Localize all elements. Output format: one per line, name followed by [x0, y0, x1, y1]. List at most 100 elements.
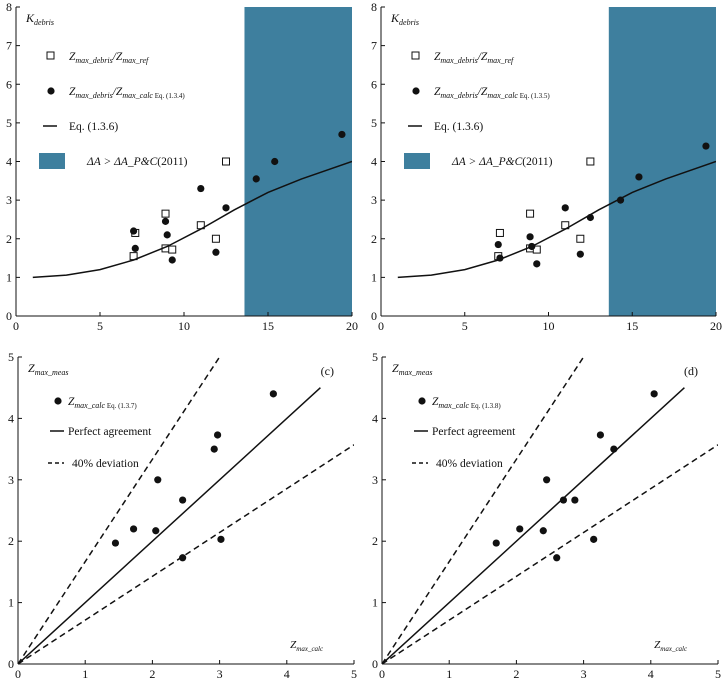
y-tick-label: 5 [371, 116, 377, 130]
data-point-circle [543, 476, 551, 484]
x-tick-label: 5 [97, 319, 103, 333]
panel-d: 0 1 2 3 4 5 0 1 2 3 4 5 Zmax_meas Zmax_calc (d) Zmax_ca… [372, 350, 721, 681]
x-tick-label: 3 [217, 667, 223, 681]
x-tick-label: 0 [378, 319, 384, 333]
panel-a: 0 5 10 15 20 0 1 2 3 4 5 6 7 8 Kdebris Zmax_debris/Zmax… [6, 0, 358, 333]
plot-area [18, 357, 354, 664]
data-point-circle [338, 130, 346, 139]
legend: Zmax_debris/Zmax_ref Zmax_debris/Zmax_cal… [39, 51, 188, 169]
legend-square-marker [46, 51, 55, 60]
data-point-circle [516, 525, 524, 533]
y-tick-label: 5 [8, 350, 14, 364]
legend-label: Eq. (1.3.6) [434, 121, 483, 133]
x-tick-label: 4 [284, 667, 290, 681]
data-point-circle [212, 248, 220, 256]
deviation-line [382, 357, 585, 664]
y-tick-label: 0 [8, 657, 14, 671]
panel-label: (c) [321, 364, 334, 378]
legend: Zmax_calc Eq. (1.3.8) Perfect agreement 40… [412, 396, 516, 470]
y-tick-label: 4 [371, 155, 377, 169]
y-tick-label: 8 [6, 0, 12, 14]
data-point-circle [539, 527, 547, 535]
y-axis-title: Zmax_meas [28, 361, 68, 377]
legend-region-swatch [404, 153, 430, 169]
x-tick-label: 0 [13, 319, 19, 333]
legend-circle-marker [47, 87, 55, 95]
data-point-circle [271, 157, 279, 166]
x-tick-label: 5 [715, 667, 721, 681]
legend-label: ΔA > ΔA_P&C(2011) [451, 156, 553, 168]
x-tick-label: 5 [351, 667, 357, 681]
data-point-circle [571, 496, 579, 504]
x-tick-label: 2 [513, 667, 519, 681]
y-tick-label: 3 [372, 473, 378, 487]
x-tick-label: 1 [446, 667, 452, 681]
plot-area [382, 357, 718, 664]
y-tick-label: 4 [8, 411, 14, 425]
y-tick-label: 5 [6, 116, 12, 130]
y-tick-label: 5 [372, 350, 378, 364]
data-point-circle [269, 390, 277, 398]
data-point-circle [154, 476, 162, 484]
data-point-circle [197, 184, 205, 193]
data-point-circle [213, 431, 222, 439]
plot-area [32, 130, 352, 279]
data-point-circle [533, 260, 541, 268]
y-tick-label: 4 [372, 411, 378, 425]
y-tick-label: 2 [8, 534, 14, 548]
data-point-circle [210, 445, 218, 453]
y-tick-label: 0 [6, 309, 12, 323]
x-tick-label: 0 [379, 667, 385, 681]
legend-label: Zmax_debris/Zmax_calc Eq. (1.3.5) [434, 86, 550, 100]
legend-circle-marker [418, 397, 426, 405]
legend-label: Zmax_debris/Zmax_calc Eq. (1.3.4) [69, 86, 185, 100]
x-tick-label: 20 [710, 319, 722, 333]
data-point-circle [152, 527, 160, 535]
data-point-square [526, 209, 535, 218]
panel-label: (d) [684, 364, 698, 378]
x-tick-label: 3 [581, 667, 587, 681]
data-point-circle [590, 535, 598, 543]
legend-circle-marker [412, 87, 420, 95]
eq-curve [397, 160, 716, 279]
data-point-square [586, 157, 595, 166]
data-point-circle [217, 535, 225, 543]
data-point-circle [130, 227, 138, 235]
y-tick-label: 3 [8, 473, 14, 487]
data-point-circle [168, 256, 176, 264]
x-tick-label: 10 [178, 319, 190, 333]
data-point-circle [222, 204, 230, 212]
y-tick-label: 3 [371, 193, 377, 207]
legend-label: Zmax_calc Eq. (1.3.8) [432, 396, 501, 410]
data-point-circle [526, 233, 534, 241]
y-tick-label: 1 [8, 596, 14, 610]
x-tick-label: 10 [543, 319, 555, 333]
y-tick-label: 1 [371, 270, 377, 284]
data-point-square [222, 157, 230, 166]
x-tick-label: 5 [462, 319, 468, 333]
x-axis-title: Zmax_calc [290, 639, 324, 653]
x-tick-label: 1 [82, 667, 88, 681]
data-point-circle [179, 496, 187, 504]
data-point-circle [596, 431, 605, 439]
legend-region-swatch [39, 153, 65, 169]
y-tick-label: 3 [6, 193, 12, 207]
legend-label: Perfect agreement [432, 426, 516, 438]
data-point-circle [561, 204, 569, 212]
panel-b: 0 5 10 15 20 0 1 2 3 4 5 6 7 8 Kdebris Zmax_debris/Zmax… [371, 0, 722, 333]
y-tick-label: 0 [371, 309, 377, 323]
legend-circle-marker [54, 397, 62, 405]
legend-label: 40% deviation [72, 458, 139, 470]
shaded-region [244, 7, 352, 316]
y-tick-label: 1 [372, 596, 378, 610]
x-axis-title: Zmax_calc [654, 639, 688, 653]
data-point-circle [131, 244, 139, 253]
y-axis-title: Zmax_meas [392, 361, 432, 377]
x-tick-label: 0 [15, 667, 21, 681]
data-point-square [211, 234, 220, 243]
y-tick-label: 4 [6, 155, 12, 169]
legend-label: Eq. (1.3.6) [69, 121, 118, 133]
legend-label: Zmax_debris/Zmax_ref [69, 51, 150, 65]
y-axis-title: Kdebris [390, 11, 419, 27]
data-point-circle [161, 217, 170, 225]
